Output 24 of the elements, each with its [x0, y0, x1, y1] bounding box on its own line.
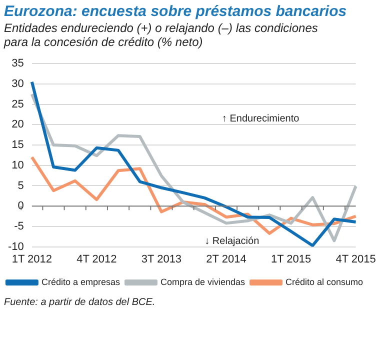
- legend-label: Compra de viviendas: [160, 276, 246, 287]
- y-tick-label: 35: [12, 58, 24, 70]
- y-tick-label: 25: [12, 98, 24, 110]
- chart-title: Eurozona: encuesta sobre préstamos bancarios: [4, 3, 348, 20]
- x-tick-label: 1T 2015: [270, 253, 312, 266]
- y-tick-label: 0: [18, 200, 24, 212]
- x-tick-label: 2T 2014: [206, 253, 246, 266]
- annotation: ↑ Endurecimiento: [222, 113, 300, 124]
- y-tick-label: -5: [14, 220, 24, 232]
- y-tick-label: 10: [12, 159, 24, 172]
- legend-label: Crédito al consumo: [286, 276, 364, 287]
- y-tick-label: -10: [8, 240, 24, 253]
- annotation: ↓ Relajación: [204, 236, 260, 247]
- chart-subtitle: Entidades endureciendo (+) o relajando (–) las condiciones para la concesión de crédito (% neto): [4, 21, 319, 49]
- legend-label: Crédito a empresas: [41, 276, 120, 287]
- x-tick-label: 1T 2012: [12, 253, 52, 266]
- y-tick-label: 15: [12, 139, 24, 152]
- y-tick-label: 20: [12, 118, 24, 131]
- y-tick-label: 30: [12, 78, 24, 90]
- x-tick-label: 4T 2012: [76, 253, 117, 266]
- x-tick-label: 3T 2013: [141, 253, 182, 266]
- x-tick-label: 4T 2015: [336, 253, 376, 266]
- y-tick-label: 5: [18, 180, 24, 192]
- source-note: Fuente: a partir de datos del BCE.: [4, 297, 156, 308]
